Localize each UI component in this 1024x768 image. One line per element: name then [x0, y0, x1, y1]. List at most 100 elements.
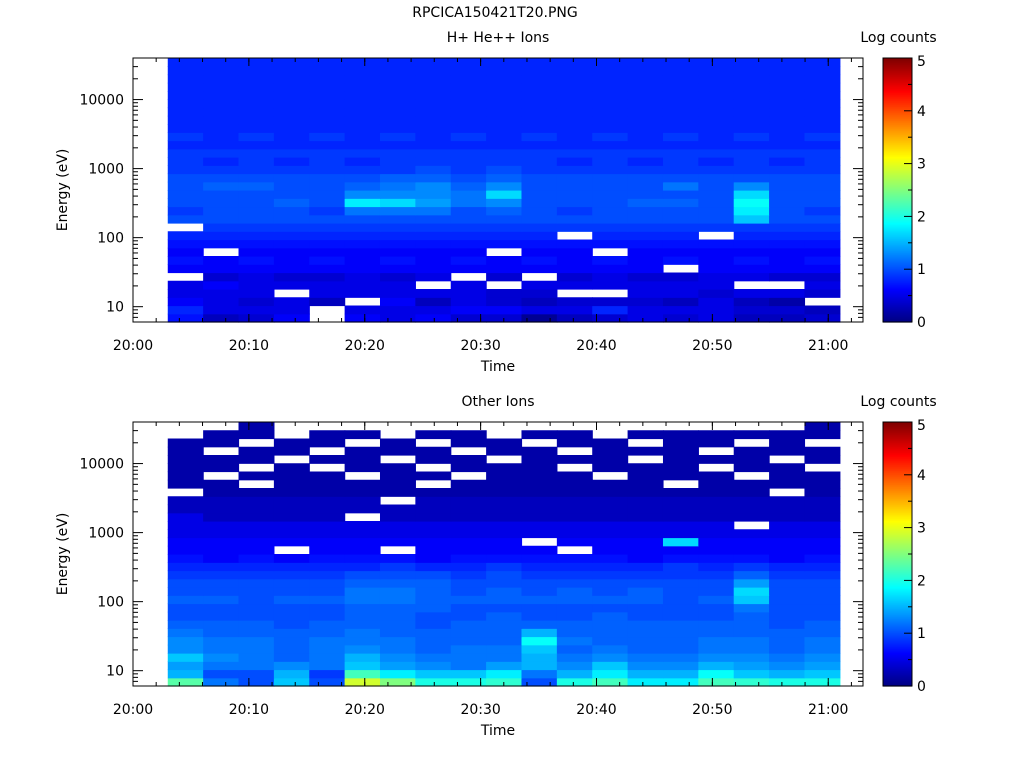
chart1-colorbar-segment — [883, 602, 912, 605]
chart1-heatmap-cell — [698, 636, 735, 646]
chart0-heatmap-cell — [733, 58, 770, 67]
chart1-heatmap-cell — [203, 488, 240, 497]
chart1-heatmap-cell — [450, 620, 487, 629]
chart0-heatmap-cell — [486, 190, 523, 199]
chart1-y-tick-label: 1000 — [88, 526, 124, 542]
chart0-colorbar-segment — [883, 120, 912, 123]
chart1-heatmap-cell — [415, 455, 452, 464]
chart0-heatmap-cell — [167, 264, 204, 274]
chart0-colorbar-segment — [883, 58, 912, 61]
chart0-colorbar-tick-label: 1 — [917, 262, 926, 278]
chart1-colorbar-segment — [883, 674, 912, 677]
chart0-heatmap-cell — [273, 280, 310, 290]
chart0-heatmap-cell — [804, 99, 841, 109]
chart0-heatmap-cell — [238, 214, 275, 224]
chart1-heatmap-cell — [556, 554, 593, 563]
chart1-heatmap-cell — [238, 496, 275, 506]
chart1-heatmap-cell — [662, 504, 699, 514]
chart1-heatmap-cell — [486, 620, 523, 629]
chart0-heatmap-cell — [238, 66, 275, 76]
chart0-heatmap-cell — [521, 214, 558, 224]
chart0-heatmap-cell — [238, 82, 275, 92]
chart1-heatmap-cell — [698, 455, 735, 464]
chart0-colorbar-segment — [883, 108, 912, 111]
chart1-heatmap-cell — [804, 661, 841, 671]
chart0-colorbar-segment — [883, 134, 912, 137]
chart0-colorbar-segment — [883, 254, 912, 257]
chart1-heatmap-cell — [556, 677, 593, 687]
chart0-colorbar-segment — [883, 190, 912, 193]
chart0-heatmap-cell — [167, 313, 204, 323]
chart1-heatmap-cell — [450, 479, 487, 489]
chart0-heatmap-cell — [521, 124, 558, 133]
chart0-heatmap-cell — [521, 82, 558, 92]
chart1-heatmap-cell — [769, 438, 806, 448]
chart1-heatmap-cell — [486, 504, 523, 514]
chart0-heatmap-cell — [273, 256, 310, 265]
chart0-heatmap-cell — [450, 305, 487, 315]
chart0-heatmap-cell — [769, 99, 806, 109]
chart0-colorbar-segment — [883, 270, 912, 273]
chart0-heatmap-cell — [344, 157, 381, 166]
chart1-heatmap-cell — [769, 463, 806, 473]
chart0-heatmap-cell — [167, 91, 204, 100]
chart0-heatmap-cell — [309, 58, 346, 67]
chart1-colorbar-segment — [883, 504, 912, 507]
chart1-heatmap-cell — [415, 653, 452, 662]
chart0-heatmap-cell — [309, 140, 346, 150]
chart1-heatmap-cell — [203, 603, 240, 613]
chart0-heatmap-cell — [733, 173, 770, 183]
chart0-heatmap-cell — [379, 82, 416, 92]
chart1-heatmap-cell — [203, 669, 240, 679]
chart0-heatmap-cell — [662, 66, 699, 76]
chart1-heatmap-cell — [486, 545, 523, 555]
chart0-heatmap-cell — [309, 297, 346, 307]
chart0-heatmap-cell — [804, 280, 841, 290]
chart1-colorbar-label: Log counts — [860, 394, 936, 410]
chart1-heatmap-cell — [167, 529, 204, 539]
chart0-heatmap-cell — [769, 107, 806, 117]
chart1-heatmap-cell — [203, 554, 240, 563]
chart1-colorbar-segment — [883, 492, 912, 495]
chart0-heatmap-cell — [521, 165, 558, 175]
chart1-heatmap-cell — [804, 422, 841, 431]
chart1-heatmap-cell — [203, 595, 240, 605]
chart0-heatmap-cell — [415, 66, 452, 76]
chart1-heatmap-cell — [804, 570, 841, 580]
chart1-heatmap-cell — [167, 438, 204, 448]
chart1-colorbar-segment — [883, 556, 912, 559]
chart1-heatmap-cell — [733, 463, 770, 473]
chart0-heatmap-cell — [556, 181, 593, 191]
chart1-colorbar-segment — [883, 570, 912, 573]
chart0-heatmap-cell — [379, 66, 416, 76]
chart0-heatmap-cell — [521, 115, 558, 125]
chart1-heatmap-cell — [203, 620, 240, 629]
chart0-heatmap-cell — [698, 305, 735, 315]
chart1-heatmap-cell — [556, 620, 593, 629]
chart0-heatmap-cell — [627, 231, 664, 241]
chart0-heatmap-cell — [273, 115, 310, 125]
chart0-heatmap-cell — [486, 58, 523, 67]
chart1-heatmap-cell — [273, 488, 310, 497]
chart0-heatmap-cell — [486, 297, 523, 307]
chart0-heatmap-cell — [733, 214, 770, 224]
chart0-heatmap-cell — [769, 214, 806, 224]
chart0-colorbar-segment — [883, 314, 912, 317]
chart1-heatmap-cell — [486, 611, 523, 621]
chart1-heatmap-cell — [167, 611, 204, 621]
chart1-heatmap-cell — [521, 512, 558, 522]
chart1-heatmap-cell — [238, 603, 275, 613]
chart0-heatmap-cell — [450, 239, 487, 249]
chart1-heatmap-cell — [415, 471, 452, 481]
chart0-heatmap-cell — [592, 214, 629, 224]
chart1-x-tick-label: 20:50 — [692, 702, 732, 718]
chart0-heatmap-cell — [627, 148, 664, 158]
chart0-heatmap-cell — [415, 272, 452, 282]
chart0-heatmap-cell — [415, 239, 452, 249]
chart0-heatmap-cell — [769, 91, 806, 100]
chart0-heatmap-cell — [344, 206, 381, 216]
chart0-heatmap-cell — [415, 190, 452, 199]
chart1-heatmap-cell — [203, 463, 240, 473]
chart0-heatmap-cell — [203, 148, 240, 158]
chart1-colorbar-segment — [883, 642, 912, 645]
